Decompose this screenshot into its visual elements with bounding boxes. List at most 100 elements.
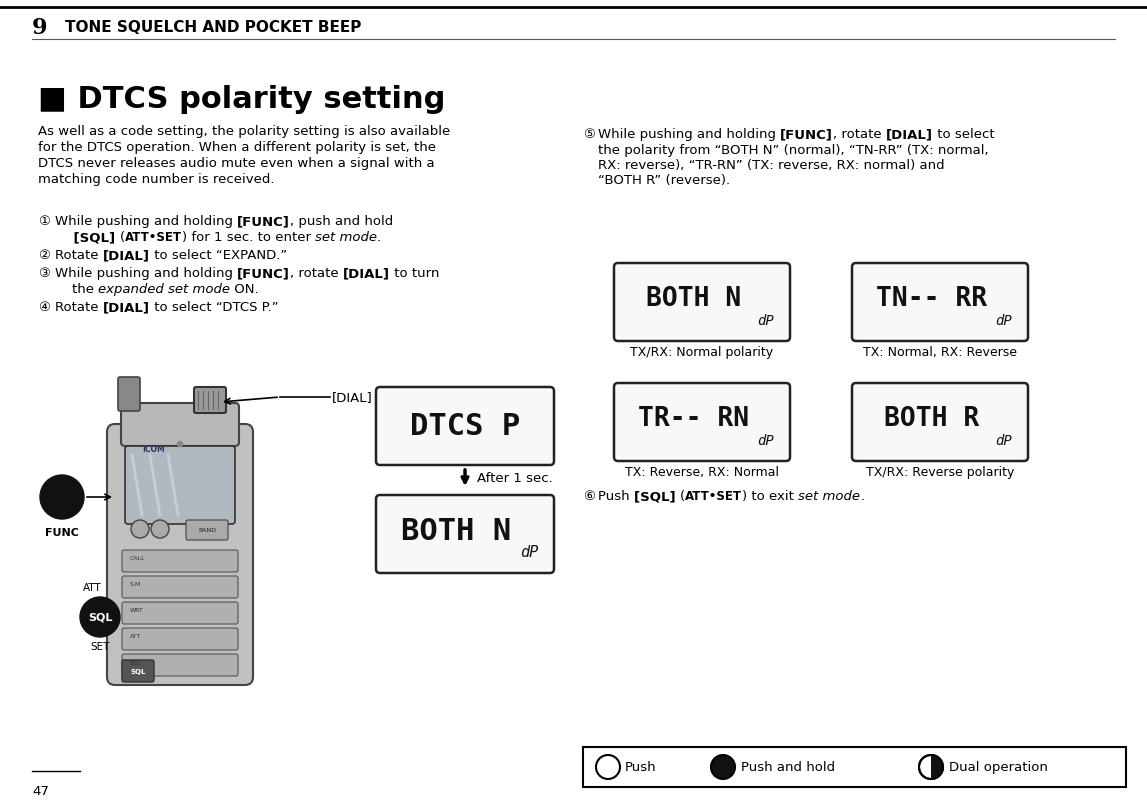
Text: , rotate: , rotate <box>290 267 343 280</box>
Text: WRT: WRT <box>130 608 143 613</box>
Text: .: . <box>860 489 865 502</box>
Text: S.M: S.M <box>130 581 141 587</box>
Text: (: ( <box>119 231 125 244</box>
Text: ⑤: ⑤ <box>583 128 595 141</box>
Text: ) for 1 sec. to enter: ) for 1 sec. to enter <box>182 231 315 244</box>
Text: BOTH N: BOTH N <box>401 516 512 545</box>
Text: [DIAL]: [DIAL] <box>885 128 933 141</box>
FancyBboxPatch shape <box>122 577 237 598</box>
Text: set mode: set mode <box>798 489 860 502</box>
Text: the polarity from “BOTH N” (normal), “TN-RR” (TX: normal,: the polarity from “BOTH N” (normal), “TN… <box>598 144 989 157</box>
FancyBboxPatch shape <box>122 628 237 650</box>
Text: ③: ③ <box>38 267 49 280</box>
FancyBboxPatch shape <box>852 383 1028 461</box>
Text: BAND: BAND <box>198 528 216 533</box>
FancyBboxPatch shape <box>125 447 235 525</box>
Text: Push and hold: Push and hold <box>741 760 835 774</box>
FancyBboxPatch shape <box>107 424 253 685</box>
Text: “BOTH R” (reverse).: “BOTH R” (reverse). <box>598 174 731 187</box>
Text: As well as a code setting, the polarity setting is also available: As well as a code setting, the polarity … <box>38 125 451 138</box>
Text: BOTH N: BOTH N <box>646 286 741 312</box>
Wedge shape <box>931 755 943 779</box>
Text: to select “EXPAND.”: to select “EXPAND.” <box>150 249 287 261</box>
FancyBboxPatch shape <box>122 550 237 573</box>
Text: TX/RX: Reverse polarity: TX/RX: Reverse polarity <box>866 465 1014 479</box>
Text: ATT•SET: ATT•SET <box>685 489 742 502</box>
Circle shape <box>40 476 84 520</box>
FancyBboxPatch shape <box>118 378 140 411</box>
Text: for the DTCS operation. When a different polarity is set, the: for the DTCS operation. When a different… <box>38 141 436 154</box>
Text: dP: dP <box>996 314 1012 327</box>
Circle shape <box>596 755 621 779</box>
Text: CALL: CALL <box>130 556 146 561</box>
Text: SQL: SQL <box>131 668 146 674</box>
Text: ICOM: ICOM <box>142 444 165 453</box>
FancyBboxPatch shape <box>122 602 237 624</box>
Circle shape <box>919 755 943 779</box>
FancyBboxPatch shape <box>194 387 226 414</box>
Text: [FUNC]: [FUNC] <box>780 128 833 141</box>
Text: to select “DTCS P.”: to select “DTCS P.” <box>150 301 279 314</box>
Text: , push and hold: , push and hold <box>290 215 393 228</box>
Text: ON.: ON. <box>231 282 259 296</box>
Text: 9: 9 <box>32 17 47 39</box>
Text: ④: ④ <box>38 301 49 314</box>
Text: ②: ② <box>38 249 49 261</box>
FancyBboxPatch shape <box>614 264 790 342</box>
Text: While pushing and holding: While pushing and holding <box>55 267 237 280</box>
Text: the: the <box>55 282 99 296</box>
FancyBboxPatch shape <box>376 496 554 573</box>
Text: Rotate: Rotate <box>55 301 103 314</box>
FancyBboxPatch shape <box>186 520 228 541</box>
Text: [DIAL]: [DIAL] <box>103 249 150 261</box>
Text: ATT: ATT <box>83 582 101 592</box>
Text: matching code number is received.: matching code number is received. <box>38 172 274 186</box>
Text: [SQL]: [SQL] <box>55 231 119 244</box>
Text: While pushing and holding: While pushing and holding <box>598 128 780 141</box>
Text: SQL: SQL <box>130 660 142 665</box>
Text: [DIAL]: [DIAL] <box>343 267 390 280</box>
FancyBboxPatch shape <box>852 264 1028 342</box>
Text: Dual operation: Dual operation <box>949 760 1048 774</box>
Text: ■ DTCS polarity setting: ■ DTCS polarity setting <box>38 85 445 114</box>
Text: SET: SET <box>91 642 110 651</box>
Text: (: ( <box>680 489 685 502</box>
Text: 47: 47 <box>32 784 49 797</box>
Text: [DIAL]: [DIAL] <box>103 301 150 314</box>
FancyBboxPatch shape <box>120 403 239 447</box>
FancyBboxPatch shape <box>122 654 237 676</box>
Text: set mode: set mode <box>315 231 377 244</box>
Text: TX/RX: Normal polarity: TX/RX: Normal polarity <box>631 346 773 358</box>
Text: BOTH R: BOTH R <box>884 406 980 432</box>
Circle shape <box>131 520 149 538</box>
Text: TX: Normal, RX: Reverse: TX: Normal, RX: Reverse <box>863 346 1017 358</box>
Text: FUNC: FUNC <box>45 528 79 537</box>
Text: ⑥: ⑥ <box>583 489 595 502</box>
Text: expanded set mode: expanded set mode <box>99 282 231 296</box>
Text: [DIAL]: [DIAL] <box>331 391 373 404</box>
Text: DTCS P: DTCS P <box>409 412 520 441</box>
Text: ATT•SET: ATT•SET <box>125 231 182 244</box>
Text: .: . <box>377 231 381 244</box>
Text: Push: Push <box>598 489 634 502</box>
Text: Rotate: Rotate <box>55 249 103 261</box>
Text: ①: ① <box>38 215 49 228</box>
Text: DTCS never releases audio mute even when a signal with a: DTCS never releases audio mute even when… <box>38 157 435 170</box>
Circle shape <box>711 755 735 779</box>
Text: After 1 sec.: After 1 sec. <box>477 472 553 485</box>
Text: , rotate: , rotate <box>833 128 885 141</box>
Bar <box>583 747 1126 787</box>
Text: [FUNC]: [FUNC] <box>237 267 290 280</box>
FancyBboxPatch shape <box>614 383 790 461</box>
FancyBboxPatch shape <box>376 387 554 465</box>
Text: ATT: ATT <box>130 634 141 638</box>
Text: [FUNC]: [FUNC] <box>237 215 290 228</box>
Circle shape <box>80 597 120 638</box>
Text: to select: to select <box>933 128 994 141</box>
Text: While pushing and holding: While pushing and holding <box>55 215 237 228</box>
Text: dP: dP <box>996 433 1012 448</box>
Text: dP: dP <box>757 433 774 448</box>
FancyBboxPatch shape <box>122 660 154 683</box>
Text: TR-- RN: TR-- RN <box>638 406 749 432</box>
Text: ) to exit: ) to exit <box>742 489 798 502</box>
